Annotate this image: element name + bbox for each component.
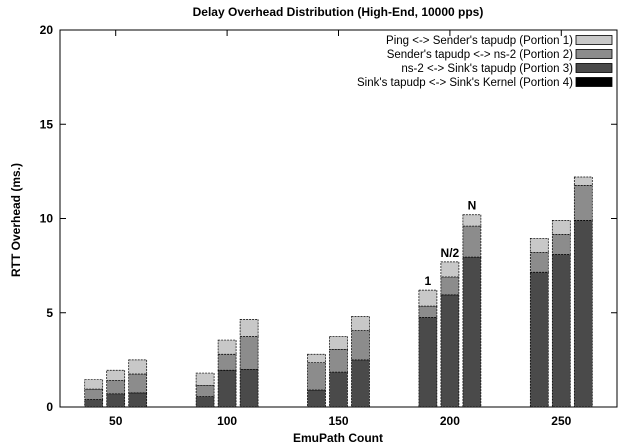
bar-segment	[106, 380, 126, 395]
x-tick-label: 200	[440, 414, 460, 428]
bar-segment	[307, 353, 326, 364]
bar-segment	[84, 379, 104, 390]
bar-segment	[529, 271, 549, 408]
bar-segment	[462, 256, 482, 408]
bar-segment	[239, 368, 259, 408]
bar-segment	[573, 185, 593, 221]
legend-swatch	[575, 77, 613, 87]
x-tick-label: 150	[328, 414, 348, 428]
bar-segment	[217, 353, 237, 371]
plot-area: 0 5 10 15 20 50 100 150 200 1 N/2 N 250	[40, 23, 618, 428]
bar-segment	[195, 372, 215, 386]
chart-title: Delay Overhead Distribution (High-End, 1…	[193, 5, 484, 19]
bar-segment	[351, 330, 370, 361]
x-tick-label: 50	[109, 414, 123, 428]
bar-segment	[573, 220, 593, 408]
bar-segment	[418, 317, 438, 408]
bar-segment	[351, 359, 370, 408]
bar-segment	[462, 225, 482, 258]
bar-segment	[418, 305, 438, 318]
y-tick-label: 20	[40, 23, 54, 37]
bar-segment	[418, 289, 438, 307]
legend-label: Sink's tapudp <-> Sink's Kernel (Portion…	[357, 77, 573, 89]
bar-segment	[106, 369, 126, 381]
bar-segment	[440, 294, 460, 408]
legend-swatch	[575, 35, 613, 45]
x-tick-label: 100	[217, 414, 237, 428]
bar-segment	[84, 388, 104, 400]
bar-segment	[462, 214, 482, 227]
bar-segment	[573, 176, 593, 186]
y-tick-label: 15	[40, 117, 54, 131]
bar-segment	[329, 349, 348, 373]
bar-segment	[128, 392, 148, 408]
bar-segment	[529, 252, 549, 273]
bar-segment	[529, 237, 549, 253]
legend-label: Ping <-> Sender's tapudp (Portion 1)	[386, 35, 573, 47]
bar-segment	[195, 384, 215, 397]
legend: Ping <-> Sender's tapudp (Portion 1) Send…	[357, 35, 613, 89]
x-axis-label: EmuPath Count	[293, 431, 383, 445]
x-tick-label: 250	[551, 414, 571, 428]
bar-annotation: 1	[425, 274, 432, 288]
bar-segment	[239, 318, 259, 337]
legend-label: Sender's tapudp <-> ns-2 (Portion 2)	[387, 49, 573, 61]
y-tick-label: 10	[40, 212, 54, 226]
bar-segment	[329, 371, 348, 408]
bar-segment	[329, 335, 348, 350]
bar-segment	[106, 393, 126, 408]
bar-annotation: N	[468, 199, 477, 213]
bar-segment	[351, 316, 370, 332]
y-axis-label: RTT Overhead (ms.)	[9, 163, 23, 277]
legend-swatch	[575, 63, 613, 73]
bar-segment	[84, 399, 104, 408]
bar-segment	[239, 335, 259, 370]
bar-segment	[217, 369, 237, 408]
bar-segment	[440, 261, 460, 278]
bar-annotation: N/2	[441, 246, 460, 260]
y-tick-label: 0	[46, 400, 53, 414]
bar-segment	[307, 389, 326, 408]
bar-segment	[551, 253, 571, 408]
bar-segment	[551, 234, 571, 255]
bar-segment	[128, 373, 148, 394]
bar-segment	[128, 359, 148, 375]
y-tick-label: 5	[46, 306, 53, 320]
bar-segment	[217, 339, 237, 355]
legend-swatch	[575, 49, 613, 59]
bar-segment	[195, 396, 215, 408]
bar-segment	[551, 220, 571, 235]
bar-segment	[440, 276, 460, 296]
legend-label: ns-2 <-> Sink's tapudp (Portion 3)	[401, 63, 573, 75]
bar-segment	[307, 362, 326, 391]
